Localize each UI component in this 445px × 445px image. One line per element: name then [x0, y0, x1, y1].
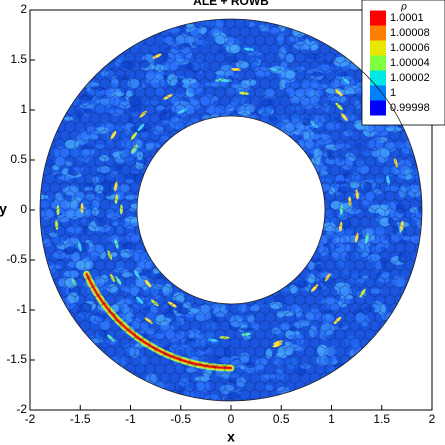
y-tick-label: 2 — [20, 2, 27, 16]
colorbar: ρ 1.0001 1.00008 1.00006 1.00004 1.00002 1 0.9… — [361, 0, 445, 126]
colorbar-label: 1 — [390, 87, 396, 99]
x-tick-label: -1.5 — [70, 412, 91, 426]
colorbar-label: 1.00002 — [390, 72, 430, 84]
y-tick-label: -0.5 — [6, 252, 27, 266]
colorbar-label: 1.00004 — [390, 57, 430, 69]
x-tick-label: 1.5 — [373, 412, 390, 426]
y-axis-label: y — [0, 201, 7, 217]
colorbar-title: ρ — [400, 2, 407, 13]
colorbar-swatch — [370, 70, 386, 86]
colorbar-label: 1.0001 — [390, 12, 424, 24]
chart-title: ALE + ROWB — [193, 0, 269, 8]
y-tick-label: 0.5 — [10, 152, 27, 166]
colorbar-swatch — [370, 85, 386, 101]
colorbar-swatch — [370, 55, 386, 71]
x-axis-label: x — [227, 429, 235, 445]
y-tick-label: -1 — [16, 302, 27, 316]
colorbar-label: 1.00008 — [390, 27, 430, 39]
colorbar-swatch — [370, 100, 386, 116]
ring-outline — [39, 18, 423, 402]
x-tick-label: -0.5 — [170, 412, 191, 426]
colorbar-swatch — [370, 40, 386, 56]
colorbar-swatch — [370, 25, 386, 41]
y-tick-label: 1 — [20, 102, 27, 116]
colorbar-label: 0.99998 — [390, 102, 430, 114]
colorbar-label: 1.00006 — [390, 42, 430, 54]
colorbar-swatch — [370, 10, 386, 26]
y-tick-label: -2 — [16, 402, 27, 416]
y-tick-label: 0 — [20, 202, 27, 216]
y-tick-label: -1.5 — [6, 352, 27, 366]
x-tick-label: -1 — [125, 412, 136, 426]
y-tick-label: 1.5 — [10, 52, 27, 66]
x-tick-label: 1 — [328, 412, 335, 426]
x-tick-label: 0 — [228, 412, 235, 426]
x-tick-label: -2 — [25, 412, 36, 426]
x-tick-label: 2 — [429, 412, 436, 426]
x-tick-label: 0.5 — [273, 412, 290, 426]
